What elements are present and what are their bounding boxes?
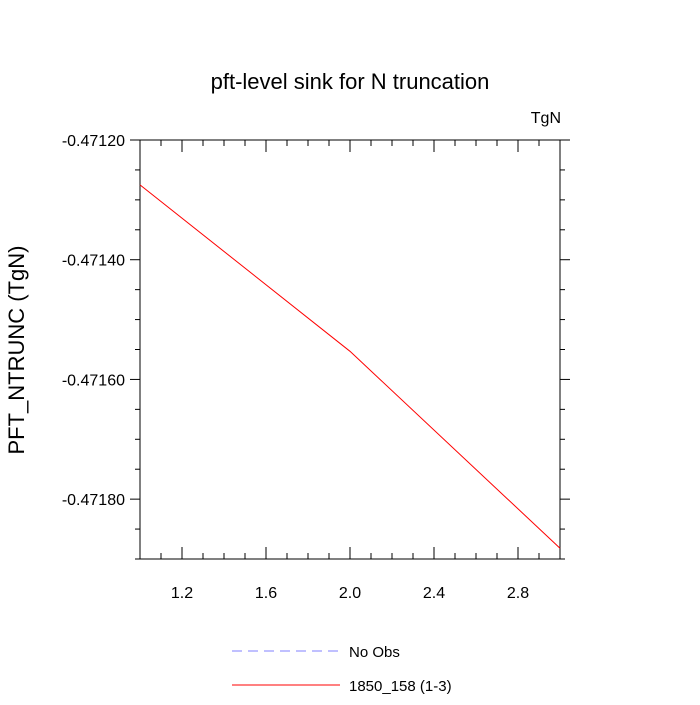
chart-title: pft-level sink for N truncation <box>211 69 490 94</box>
y-tick-label: -0.47180 <box>62 492 125 509</box>
x-tick-label: 2.0 <box>339 585 361 602</box>
y-tick-label: -0.47160 <box>62 372 125 389</box>
x-tick-label: 1.6 <box>255 585 277 602</box>
x-tick-label: 1.2 <box>171 585 193 602</box>
units-label: TgN <box>531 110 561 127</box>
legend: No Obs 1850_158 (1-3) <box>232 644 452 695</box>
tick-labels: 1.2 1.6 2.0 2.4 2.8 -0.47120 -0.47140 -0.47160 -… <box>62 133 529 602</box>
y-tick-label: -0.47120 <box>62 133 125 150</box>
legend-label: 1850_158 (1-3) <box>349 678 452 695</box>
plot-frame <box>139 139 561 560</box>
y-axis-label: PFT_NTRUNC (TgN) <box>4 246 29 455</box>
x-tick-label: 2.4 <box>423 585 445 602</box>
series-line <box>139 184 561 549</box>
x-tick-label: 2.8 <box>507 585 529 602</box>
axis-ticks <box>130 139 570 560</box>
legend-label: No Obs <box>349 644 400 661</box>
y-tick-label: -0.47140 <box>62 253 125 270</box>
series-layer <box>139 184 561 549</box>
